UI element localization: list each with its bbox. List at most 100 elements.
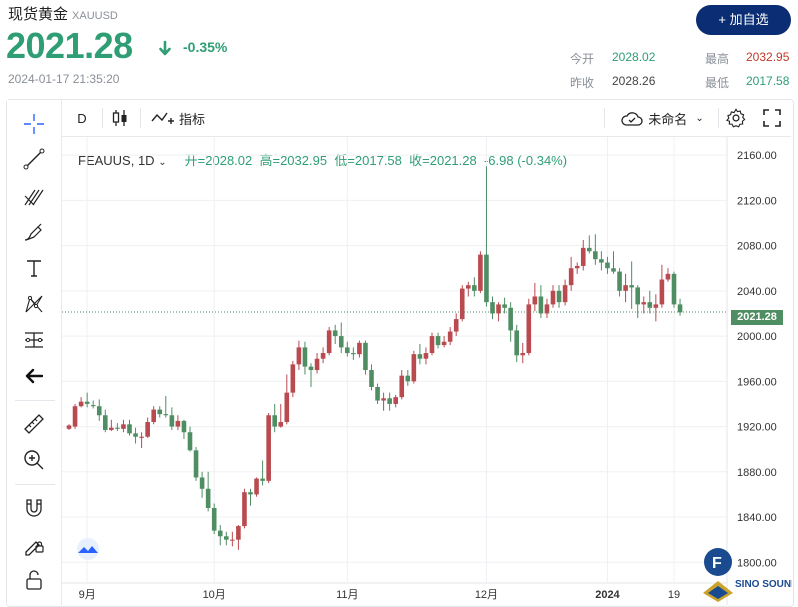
candle-body [647,302,653,308]
chart-toolbar: D 指标 未命名 ⌄ [62,100,791,137]
low-label: 最低 [705,76,730,90]
x-tick-label: 2024 [595,589,620,601]
tv-logo-icon[interactable] [73,538,103,560]
candle-body [435,336,441,346]
candle-body [314,358,320,371]
candle-body [593,251,598,260]
candle-body [381,398,386,401]
candle-body [121,424,126,429]
pitchfork-icon[interactable] [20,182,48,210]
candle-body [332,330,338,337]
add-watchlist-button[interactable]: + 加自选 [696,5,791,35]
measure-range-icon[interactable] [20,326,48,354]
candles-icon[interactable] [108,100,132,136]
candle-body [635,287,640,305]
candle-body [72,406,78,427]
candle-body [272,415,277,427]
candle-body [127,424,132,434]
candle-body [441,341,447,346]
y-tick-label: 1880.00 [737,467,777,479]
ohlc-legend: FEAUUS, 1D ⌄ 开=2028.02 高=2032.95 低=2017.… [78,150,567,169]
high-value: 2032.95 [746,50,790,64]
current-price: 2021.28 [6,25,133,66]
candle-body [502,304,507,308]
candle-body [145,422,150,437]
candle-body [302,347,308,367]
indicators-button[interactable]: 指标 [146,100,210,136]
candle-body [296,347,302,365]
candle-body [205,488,211,509]
candle-body [157,409,163,415]
x-tick-label: 19 [668,589,680,601]
candlestick-chart[interactable]: 1800.00 1840.00 1880.00 1920.00 1960.00 2000.… [62,137,791,605]
interval-button[interactable]: D [77,110,87,126]
last-price-tag: 2021.28 [731,310,783,325]
brush-icon[interactable] [20,218,48,246]
y-tick-label: 1920.00 [737,422,777,434]
candle-body [405,375,411,382]
drawing-toolbar [7,100,62,605]
y-tick-label: 2080.00 [737,241,777,253]
x-tick-label: 12月 [475,589,498,601]
crosshair-icon[interactable] [20,110,48,138]
candle-body [224,536,229,540]
legend-low: 低=2017.58 [334,153,402,168]
price-change-percent: -0.35% [183,39,228,55]
candle-body [429,336,435,354]
candle-body [526,304,532,354]
y-tick-label: 2040.00 [737,286,777,298]
legend-change: -6.98 (-0.34%) [483,153,568,168]
ruler-icon[interactable] [20,410,48,438]
fullscreen-icon[interactable] [754,100,790,136]
magnet-icon[interactable] [20,494,48,522]
text-tool-icon[interactable] [20,254,48,282]
indicators-label: 指标 [178,111,205,127]
lock-drawing-icon[interactable] [20,530,48,558]
candle-body [580,247,586,266]
candle-body [556,290,562,303]
candle-body [478,254,483,291]
candle-body [103,415,108,430]
trend-line-icon[interactable] [20,145,48,173]
candle-body [447,331,453,342]
candle-body [617,271,622,291]
indicator-icon [151,112,174,124]
candle-body [278,422,284,427]
y-tick-label: 1840.00 [737,512,777,524]
pattern-icon[interactable] [20,290,48,318]
candle-body [78,401,84,407]
candle-body [260,478,265,481]
candle-body [236,526,241,540]
candle-body [193,450,199,478]
symbol-interval[interactable]: FEAUUS, 1D [78,153,155,168]
candle-body [230,539,235,541]
candle-body [411,354,417,382]
cloud-icon [621,112,643,126]
candle-body [109,427,114,430]
candle-body [357,342,362,355]
layout-save-button[interactable]: 未命名 ⌄ [610,100,714,136]
candle-body [211,508,217,531]
candle-body [175,420,181,427]
instrument-name: 现货黄金 XAUUSD [8,3,118,24]
candle-body [363,342,368,371]
back-arrow-icon[interactable] [20,362,48,390]
candle-body [605,262,610,269]
candle-body [393,397,398,404]
settings-gear-icon[interactable] [718,100,754,136]
logo-text: SINO SOUND [735,579,792,590]
prev-close-label: 昨收 [570,76,595,90]
y-tick-label: 1960.00 [737,376,777,388]
candle-body [66,425,72,429]
candle-body [320,353,326,359]
candle-body [520,353,526,356]
high-label: 最高 [705,52,730,66]
x-tick-label: 11月 [336,589,358,601]
y-tick-label: 2120.00 [737,195,777,207]
unlock-icon[interactable] [20,566,48,594]
y-tick-label: 2160.00 [737,150,777,162]
candle-body [611,268,616,272]
zoom-in-icon[interactable] [20,446,48,474]
candle-body [659,279,665,305]
candle-body [490,302,495,314]
